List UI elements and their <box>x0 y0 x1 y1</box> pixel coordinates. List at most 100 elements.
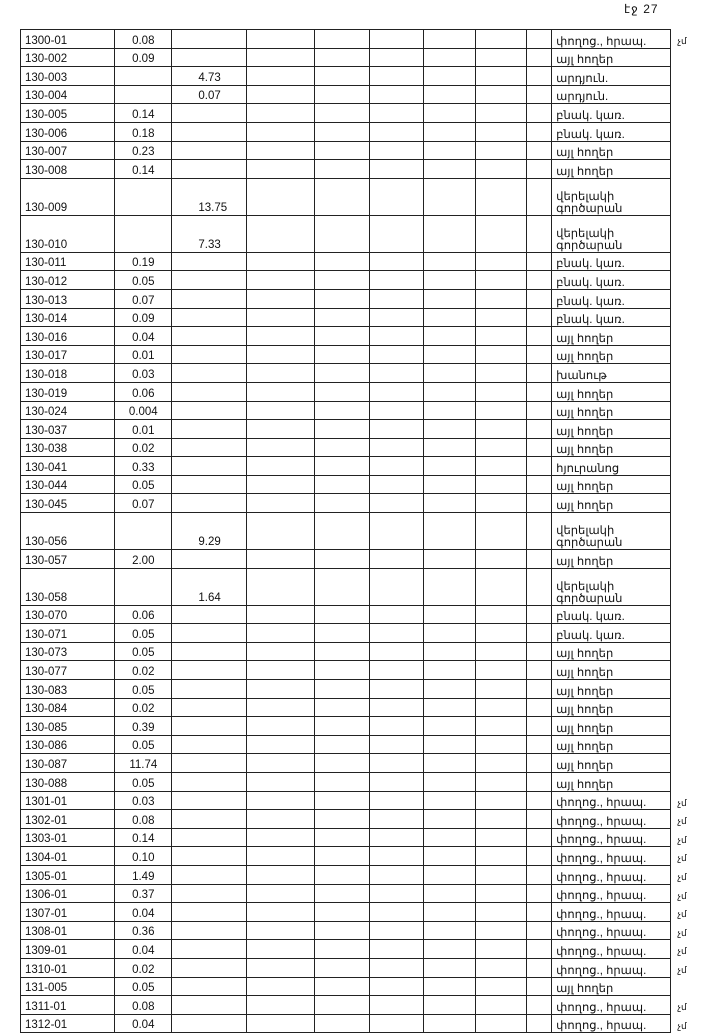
land-use-text: փողոց., հրապ. <box>556 964 647 977</box>
note-cell <box>671 252 702 271</box>
land-use-text: այլ հողեր <box>556 444 614 457</box>
land-use-cell: հյուրանոց <box>551 456 672 476</box>
empty-cell <box>369 437 425 458</box>
parcel-id-text: 1305-01 <box>25 870 68 883</box>
empty-cell <box>314 641 371 662</box>
table-row: 1305-01 1.49 փողոց., հրապ. չմ <box>19 864 702 885</box>
empty-cell <box>314 567 371 606</box>
table-row: 130-087 11.74 այլ հողեր <box>19 753 702 773</box>
empty-cell <box>525 512 553 551</box>
empty-cell <box>245 29 316 49</box>
empty-cell <box>474 121 527 142</box>
parcel-id-cell: 130-057 <box>19 549 116 569</box>
table-row: 130-007 0.23 այլ հողեր <box>19 140 702 161</box>
table-row: 130-017 0.01 այլ հողեր <box>19 344 702 365</box>
area-col-2-cell <box>171 995 247 1015</box>
empty-cell <box>369 697 425 718</box>
area-col-1-text: 0.01 <box>132 350 155 363</box>
empty-cell <box>525 604 553 625</box>
empty-cell <box>369 214 425 253</box>
empty-cell <box>369 363 425 383</box>
land-use-text: վերելակի գործարան <box>556 190 623 215</box>
empty-cell <box>423 363 476 383</box>
empty-cell <box>525 270 553 290</box>
land-use-text: բնակ. կառ. <box>556 276 625 289</box>
land-use-cell: փողոց., հրապ. <box>551 995 672 1015</box>
table-row: 1301-01 0.03 փողոց., հրապ. չմ <box>19 790 702 811</box>
note-cell <box>671 215 702 252</box>
empty-cell <box>423 47 476 68</box>
empty-cell <box>525 846 553 866</box>
area-col-1-text: 0.09 <box>132 53 155 66</box>
empty-cell <box>314 679 371 699</box>
empty-cell <box>245 995 316 1015</box>
area-col-1-text: 0.06 <box>132 387 155 400</box>
empty-cell <box>245 623 316 643</box>
area-col-2-cell: 13.75 <box>171 177 247 216</box>
parcel-id-cell: 130-013 <box>19 288 116 309</box>
parcel-id-cell: 1304-01 <box>19 846 116 866</box>
empty-cell <box>369 493 425 514</box>
table-row: 130-038 0.02 այլ հողեր <box>19 437 702 458</box>
empty-cell <box>423 270 476 290</box>
area-col-1-text: 0.03 <box>132 368 155 381</box>
empty-cell <box>423 307 476 328</box>
note-cell: չմ <box>671 921 702 940</box>
table-row: 130-058 1.64 վերելակի գործարան <box>19 567 702 606</box>
empty-cell <box>314 604 371 625</box>
empty-cell <box>423 716 476 736</box>
empty-cell <box>314 1013 371 1034</box>
empty-cell <box>423 883 476 904</box>
parcel-id-cell: 1310-01 <box>19 957 116 978</box>
table-row: 130-010 7.33 վերելակի գործարան <box>19 214 702 253</box>
area-col-2-cell <box>171 864 247 885</box>
empty-cell <box>245 326 316 346</box>
empty-cell <box>525 549 553 569</box>
empty-cell <box>525 47 553 68</box>
note-cell <box>671 141 702 160</box>
empty-cell <box>474 660 527 681</box>
land-use-text: փողոց., հրապ. <box>556 1020 647 1033</box>
parcel-id-cell: 130-005 <box>19 103 116 123</box>
parcel-id-cell: 130-016 <box>19 326 116 346</box>
empty-cell <box>314 103 371 123</box>
area-col-1-cell: 0.01 <box>114 344 173 365</box>
empty-cell <box>423 846 476 866</box>
area-col-1-text: 0.36 <box>132 926 155 939</box>
land-use-text: փողոց., հրապ. <box>556 927 647 940</box>
empty-cell <box>369 512 425 551</box>
empty-cell <box>369 344 425 365</box>
area-col-2-text: 0.07 <box>198 90 221 103</box>
empty-cell <box>314 846 371 866</box>
empty-cell <box>369 47 425 68</box>
parcel-id-text: 1312-01 <box>25 1019 68 1032</box>
area-col-2-cell <box>171 734 247 755</box>
empty-cell <box>369 864 425 885</box>
note-cell: չմ <box>671 1014 702 1033</box>
land-use-cell: բնակ. կառ. <box>551 270 672 290</box>
parcel-id-text: 1304-01 <box>25 851 68 864</box>
note-cell: չմ <box>671 940 702 959</box>
note-cell <box>671 160 702 179</box>
area-col-1-cell: 0.36 <box>114 920 173 941</box>
empty-cell <box>369 846 425 866</box>
empty-cell <box>245 827 316 848</box>
area-col-1-cell <box>114 84 173 105</box>
empty-cell <box>369 920 425 941</box>
area-col-2-cell <box>171 753 247 773</box>
empty-cell <box>474 363 527 383</box>
land-use-cell: վերելակի գործարան <box>551 512 672 551</box>
area-col-2-cell <box>171 883 247 904</box>
empty-cell <box>525 902 553 922</box>
empty-cell <box>474 493 527 514</box>
parcel-id-text: 130-083 <box>25 684 68 697</box>
table-row: 130-012 0.05 բնակ. կառ. <box>19 270 702 290</box>
empty-cell <box>525 159 553 179</box>
empty-cell <box>525 121 553 142</box>
table-row: 1303-01 0.14 փողոց., հրապ. չմ <box>19 827 702 848</box>
land-use-cell: վերելակի գործարան <box>551 567 672 606</box>
parcel-id-cell: 130-019 <box>19 381 116 402</box>
land-use-text: փողոց., հրապ. <box>556 834 647 847</box>
empty-cell <box>245 84 316 105</box>
land-use-cell: այլ հողեր <box>551 697 672 718</box>
